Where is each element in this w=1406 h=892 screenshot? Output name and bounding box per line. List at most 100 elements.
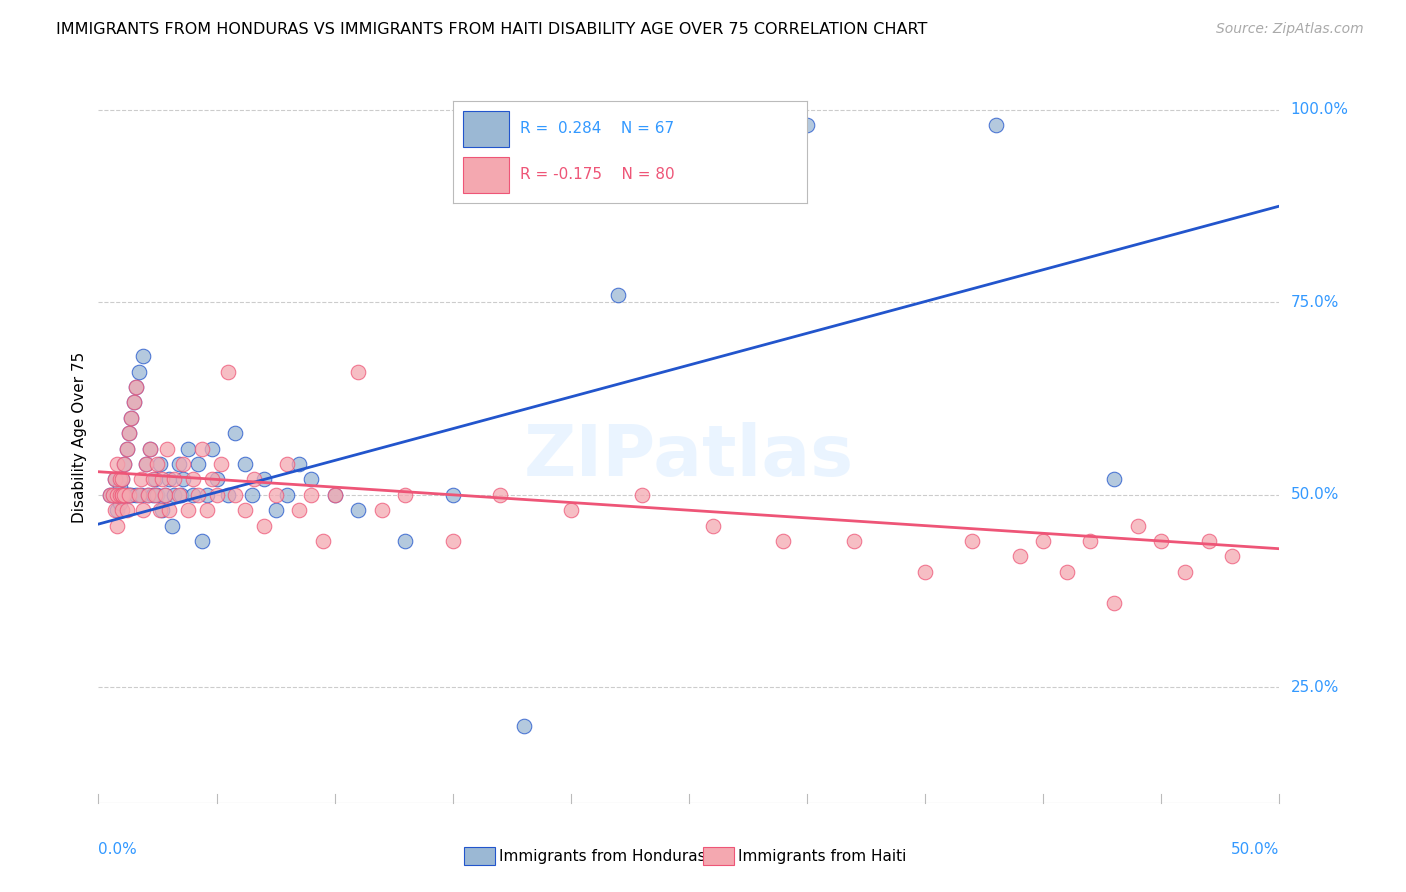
Point	[1198, 534, 1220, 549]
Point	[136, 488, 159, 502]
Point	[104, 488, 127, 502]
Point	[156, 442, 179, 456]
Point	[181, 472, 204, 486]
Point	[111, 488, 134, 502]
Point	[441, 534, 464, 549]
Text: Immigrants from Haiti: Immigrants from Haiti	[738, 849, 907, 863]
Point	[121, 410, 143, 425]
Point	[702, 118, 724, 132]
Point	[150, 472, 173, 486]
Point	[962, 534, 984, 549]
Point	[112, 457, 135, 471]
Point	[167, 488, 190, 502]
Point	[104, 503, 127, 517]
Point	[195, 488, 218, 502]
Point	[312, 534, 335, 549]
Point	[163, 488, 186, 502]
Text: IMMIGRANTS FROM HONDURAS VS IMMIGRANTS FROM HAITI DISABILITY AGE OVER 75 CORRELA: IMMIGRANTS FROM HONDURAS VS IMMIGRANTS F…	[56, 22, 928, 37]
Point	[630, 488, 652, 502]
Point	[217, 365, 239, 379]
Point	[121, 410, 143, 425]
Point	[142, 472, 165, 486]
Point	[118, 426, 141, 441]
Point	[253, 518, 276, 533]
Point	[1220, 549, 1243, 564]
Text: 0.0%: 0.0%	[98, 842, 138, 856]
Point	[101, 488, 124, 502]
Point	[104, 472, 127, 486]
Point	[195, 503, 218, 517]
Point	[984, 118, 1007, 132]
Point	[1032, 534, 1054, 549]
Point	[172, 457, 194, 471]
Point	[177, 442, 200, 456]
Point	[191, 534, 214, 549]
Point	[98, 488, 121, 502]
Point	[98, 488, 121, 502]
Point	[264, 503, 287, 517]
Text: 50.0%: 50.0%	[1232, 842, 1279, 856]
Point	[105, 518, 128, 533]
Point	[157, 503, 180, 517]
Point	[111, 472, 134, 486]
Point	[205, 488, 228, 502]
Point	[844, 534, 866, 549]
Text: ZIPatlas: ZIPatlas	[524, 422, 853, 491]
Point	[607, 287, 630, 301]
Point	[143, 488, 166, 502]
Point	[1102, 596, 1125, 610]
Point	[217, 488, 239, 502]
Point	[187, 457, 209, 471]
Point	[129, 488, 152, 502]
Point	[112, 488, 135, 502]
Point	[118, 426, 141, 441]
Point	[115, 488, 138, 502]
Point	[163, 472, 186, 486]
Point	[150, 503, 173, 517]
Text: R =  0.284    N = 67: R = 0.284 N = 67	[520, 120, 673, 136]
Point	[118, 488, 141, 502]
Text: 25.0%: 25.0%	[1291, 680, 1339, 695]
Point	[240, 488, 263, 502]
Point	[157, 472, 180, 486]
Point	[135, 457, 157, 471]
Bar	[464, 157, 509, 193]
Point	[201, 472, 224, 486]
Point	[201, 442, 224, 456]
Point	[153, 488, 176, 502]
Point	[129, 472, 152, 486]
Point	[1008, 549, 1031, 564]
Point	[105, 457, 128, 471]
Point	[115, 442, 138, 456]
Point	[1174, 565, 1197, 579]
Point	[122, 395, 145, 409]
Point	[187, 488, 209, 502]
Point	[224, 426, 246, 441]
Point	[108, 495, 131, 509]
Point	[118, 488, 141, 502]
Point	[299, 472, 322, 486]
Point	[121, 488, 143, 502]
Point	[323, 488, 346, 502]
Point	[149, 457, 172, 471]
Point	[371, 503, 394, 517]
Point	[115, 442, 138, 456]
Point	[288, 457, 311, 471]
Point	[288, 503, 311, 517]
Point	[512, 719, 534, 733]
Point	[125, 488, 148, 502]
Point	[139, 442, 162, 456]
Point	[177, 503, 200, 517]
Point	[224, 488, 246, 502]
Point	[142, 488, 165, 502]
Point	[1150, 534, 1173, 549]
Point	[276, 488, 298, 502]
Point	[264, 488, 287, 502]
Point	[136, 488, 159, 502]
Point	[702, 518, 724, 533]
Point	[111, 472, 134, 486]
Point	[233, 503, 256, 517]
Point	[125, 380, 148, 394]
Point	[394, 488, 416, 502]
Text: Immigrants from Honduras: Immigrants from Honduras	[499, 849, 706, 863]
